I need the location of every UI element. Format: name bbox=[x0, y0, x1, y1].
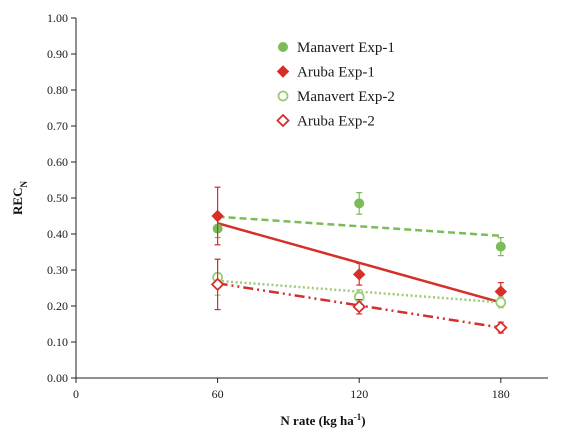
trend-line bbox=[217, 282, 501, 329]
legend-label: Aruba Exp-1 bbox=[297, 65, 375, 81]
legend-marker bbox=[276, 65, 290, 78]
legend-marker bbox=[277, 90, 289, 102]
trend-lines bbox=[217, 215, 502, 329]
data-point bbox=[495, 296, 507, 308]
data-point bbox=[495, 241, 506, 252]
y-tick-label: 0.40 bbox=[47, 227, 68, 241]
y-tick-label: 0.20 bbox=[47, 299, 68, 313]
y-tick-label: 1.00 bbox=[47, 11, 68, 25]
legend-label: Aruba Exp-2 bbox=[297, 114, 375, 130]
y-tick-label: 0.50 bbox=[47, 191, 68, 205]
legend-marker bbox=[278, 42, 288, 52]
data-point bbox=[494, 320, 508, 335]
legend-label: Manavert Exp-2 bbox=[297, 89, 395, 105]
data-point bbox=[352, 299, 366, 314]
y-tick-label: 0.70 bbox=[47, 119, 68, 133]
data-point bbox=[354, 198, 365, 209]
data-point bbox=[211, 209, 224, 223]
legend-label: Manavert Exp-1 bbox=[297, 40, 395, 56]
data-point bbox=[210, 277, 225, 292]
trend-line bbox=[217, 221, 502, 304]
x-tick-label: 180 bbox=[492, 387, 510, 401]
y-tick-label: 0.80 bbox=[47, 83, 68, 97]
data-point bbox=[352, 268, 366, 281]
x-axis-label: N rate (kg ha-1) bbox=[280, 412, 365, 428]
y-tick-label: 0.30 bbox=[47, 263, 68, 277]
y-axis-label: RECN bbox=[10, 181, 29, 215]
x-tick-label: 0 bbox=[73, 387, 79, 401]
data-points bbox=[210, 186, 508, 335]
x-ticks: 0 60 120 180 bbox=[73, 378, 510, 401]
legend: Manavert Exp-1 Aruba Exp-1 Manavert Exp-2 A… bbox=[276, 40, 395, 130]
y-ticks: 0.00 0.10 0.20 0.30 0.40 0.50 0.60 0.70 0.80 0.90… bbox=[47, 11, 76, 385]
y-tick-label: 0.00 bbox=[47, 371, 68, 385]
x-tick-label: 120 bbox=[350, 387, 368, 401]
x-tick-label: 60 bbox=[212, 387, 224, 401]
y-tick-label: 0.10 bbox=[47, 335, 68, 349]
data-point bbox=[494, 285, 508, 298]
y-tick-label: 0.90 bbox=[47, 47, 68, 61]
y-tick-label: 0.60 bbox=[47, 155, 68, 169]
trend-line bbox=[217, 215, 501, 238]
legend-marker bbox=[276, 113, 290, 128]
